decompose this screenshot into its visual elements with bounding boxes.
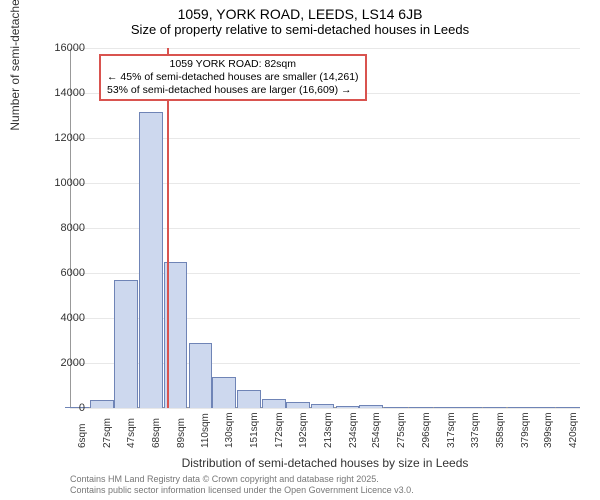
annotation-line2: ← 45% of semi-detached houses are smalle…: [107, 71, 359, 84]
y-tick-label: 12000: [45, 132, 85, 144]
y-tick-label: 10000: [45, 177, 85, 189]
histogram-bar: [508, 407, 532, 408]
x-tick-label: 399sqm: [543, 412, 554, 448]
x-tick-label: 68sqm: [151, 418, 162, 448]
footer-line1: Contains HM Land Registry data © Crown c…: [70, 474, 414, 485]
histogram-bar: [336, 406, 360, 408]
y-tick-label: 14000: [45, 87, 85, 99]
histogram-bar: [189, 343, 213, 408]
histogram-bar: [311, 404, 335, 408]
histogram-bar: [114, 280, 138, 408]
grid-line: [70, 48, 580, 49]
histogram-bar: [262, 399, 286, 408]
x-tick-label: 47sqm: [126, 418, 137, 448]
histogram-bar: [483, 407, 507, 408]
annotation-line3: 53% of semi-detached houses are larger (…: [107, 84, 359, 97]
y-tick-label: 16000: [45, 42, 85, 54]
annotation-box: 1059 YORK ROAD: 82sqm ← 45% of semi-deta…: [99, 54, 367, 101]
histogram-bar: [212, 377, 236, 409]
histogram-bar: [139, 112, 163, 408]
x-tick-label: 151sqm: [249, 412, 260, 448]
footer-attribution: Contains HM Land Registry data © Crown c…: [70, 474, 414, 496]
x-tick-label: 6sqm: [77, 424, 88, 448]
x-axis-title: Distribution of semi-detached houses by …: [70, 456, 580, 470]
histogram-bar: [286, 402, 310, 408]
x-tick-label: 337sqm: [470, 412, 481, 448]
x-tick-label: 89sqm: [176, 418, 187, 448]
histogram-bar: [556, 407, 580, 408]
property-size-histogram: 1059, YORK ROAD, LEEDS, LS14 6JB Size of…: [0, 0, 600, 500]
y-tick-label: 8000: [45, 222, 85, 234]
x-tick-label: 275sqm: [396, 412, 407, 448]
x-tick-label: 358sqm: [495, 412, 506, 448]
histogram-bar: [90, 400, 114, 408]
grid-line: [70, 408, 580, 409]
property-marker-line: [167, 48, 169, 408]
histogram-bar: [237, 390, 261, 408]
x-tick-label: 420sqm: [568, 412, 579, 448]
x-tick-label: 110sqm: [200, 413, 211, 448]
histogram-bar: [434, 407, 458, 408]
x-tick-label: 172sqm: [274, 412, 285, 448]
x-tick-label: 192sqm: [298, 412, 309, 448]
x-tick-label: 234sqm: [348, 412, 359, 448]
x-tick-label: 213sqm: [323, 412, 334, 448]
histogram-bar: [458, 407, 482, 408]
x-tick-label: 254sqm: [371, 412, 382, 448]
y-axis-title: Number of semi-detached properties: [8, 0, 22, 131]
plot-area: [70, 48, 580, 408]
y-tick-label: 2000: [45, 357, 85, 369]
x-tick-label: 27sqm: [102, 418, 113, 448]
chart-title-line2: Size of property relative to semi-detach…: [0, 22, 600, 37]
histogram-bar: [531, 407, 555, 408]
histogram-bar: [409, 407, 433, 408]
x-tick-label: 317sqm: [446, 412, 457, 448]
x-tick-label: 296sqm: [421, 412, 432, 448]
y-tick-label: 0: [45, 402, 85, 414]
chart-title-line1: 1059, YORK ROAD, LEEDS, LS14 6JB: [0, 0, 600, 22]
y-tick-label: 6000: [45, 267, 85, 279]
histogram-bar: [359, 405, 383, 408]
y-tick-label: 4000: [45, 312, 85, 324]
histogram-bar: [384, 407, 408, 408]
x-tick-label: 130sqm: [224, 412, 235, 448]
footer-line2: Contains public sector information licen…: [70, 485, 414, 496]
annotation-line1: 1059 YORK ROAD: 82sqm: [107, 58, 359, 71]
x-tick-label: 379sqm: [520, 412, 531, 448]
